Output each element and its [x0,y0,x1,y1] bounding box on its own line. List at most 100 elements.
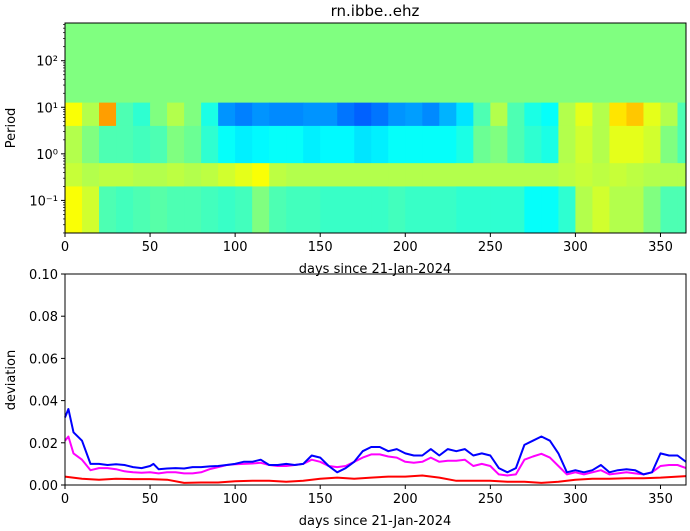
heatmap-cell [677,186,687,234]
heatmap-cell [133,125,151,164]
x-tick-label: 100 [223,492,248,507]
heatmap-cell [422,186,440,234]
x-tick-label: 250 [478,240,503,255]
heatmap-cell [235,125,253,164]
heatmap-cell [320,125,338,164]
heatmap-cell [592,23,610,104]
y-tick-label: 0.00 [29,479,58,494]
heatmap-cell [82,23,100,104]
heatmap-cell [524,186,542,234]
heatmap-cell [456,23,474,104]
heatmap-cell [422,23,440,104]
heatmap-cell [456,102,474,127]
heatmap-cell [473,23,491,104]
heatmap-cell [507,163,525,187]
heatmap-cell [116,163,134,187]
heatmap-cell [218,23,236,104]
heatmap-cell [456,186,474,234]
heatmap-cell [422,163,440,187]
heatmap-cell [524,125,542,164]
heatmap-cell [184,186,202,234]
heatmap-cell [388,102,406,127]
x-tick-label: 350 [648,240,673,255]
heatmap-cell [303,186,321,234]
heatmap-cell [558,163,576,187]
series-line-blue [64,408,687,476]
heatmap-cell [320,102,338,127]
y-tick-label: 0.02 [29,437,58,452]
heatmap-cell [184,23,202,104]
deviation-axes: 0 50 100 150 200 250 300 350 0.00 0.02 0.04 0.06 0.0… [29,268,687,507]
heatmap-cell [286,23,304,104]
heatmap-cell [592,163,610,187]
heatmap-cell [592,186,610,234]
heatmap-cell [541,23,559,104]
heatmap-cell [354,125,372,164]
heatmap-cell [286,102,304,127]
heatmap-cell [677,102,687,127]
heatmap-cell [490,102,508,127]
x-tick-label: 300 [563,492,588,507]
heatmap-cell [643,125,661,164]
heatmap-cell [558,125,576,164]
heatmap-cell [507,125,525,164]
heatmap-cell [303,163,321,187]
heatmap-cell [677,125,687,164]
heatmap-cell [388,163,406,187]
heatmap-cell [575,102,593,127]
heatmap-cell [116,23,134,104]
y-tick-label: 0.10 [29,268,58,283]
heatmap-cell [252,163,270,187]
heatmap-cell [133,23,151,104]
heatmap-cell [626,186,644,234]
heatmap-cell [660,23,678,104]
heatmap-cell [626,125,644,164]
heatmap-cell [252,23,270,104]
top-y-axis-label: Period [4,108,19,149]
heatmap-cell [677,23,687,104]
heatmap-cell [490,23,508,104]
heatmap-cell [167,163,185,187]
heatmap-cell [320,23,338,104]
heatmap-cell [65,23,83,104]
heatmap-cell [405,102,423,127]
heatmap-cell [337,163,355,187]
heatmap-cell [218,125,236,164]
heatmap-cell [558,102,576,127]
heatmap-cell [643,102,661,127]
heatmap-axes: 0 50 100 150 200 250 300 350 10² 10¹ 10⁰ 10⁻¹ [29,22,687,255]
x-tick-label: 200 [393,492,418,507]
heatmap-cell [201,186,219,234]
heatmap-cell [269,102,287,127]
heatmap-cell [541,102,559,127]
heatmap-cell [592,125,610,164]
heatmap-cell [320,163,338,187]
heatmap-cell [626,163,644,187]
heatmap-cell [286,186,304,234]
heatmap-cell [507,186,525,234]
bottom-y-axis-label: deviation [4,350,19,410]
heatmap-cell [575,23,593,104]
heatmap-cell [150,186,168,234]
heatmap-cell [456,125,474,164]
chart-title: rn.ibbe..ehz [331,2,420,20]
heatmap-cell [388,186,406,234]
y-tick-label: 0.04 [29,395,58,410]
heatmap-cell [65,102,83,127]
heatmap-cell [235,186,253,234]
heatmap-cell [150,163,168,187]
heatmap-cell [150,23,168,104]
heatmap-cell [677,163,687,187]
heatmap-cell [354,186,372,234]
heatmap-cell [235,23,253,104]
x-tick-label: 0 [61,492,69,507]
heatmap-cell [626,102,644,127]
heatmap-cell [405,186,423,234]
x-tick-label: 0 [61,240,69,255]
heatmap-cell [439,125,457,164]
heatmap-cell [65,125,83,164]
heatmap-cell [167,102,185,127]
heatmap-cell [541,163,559,187]
x-tick-label: 100 [223,240,248,255]
